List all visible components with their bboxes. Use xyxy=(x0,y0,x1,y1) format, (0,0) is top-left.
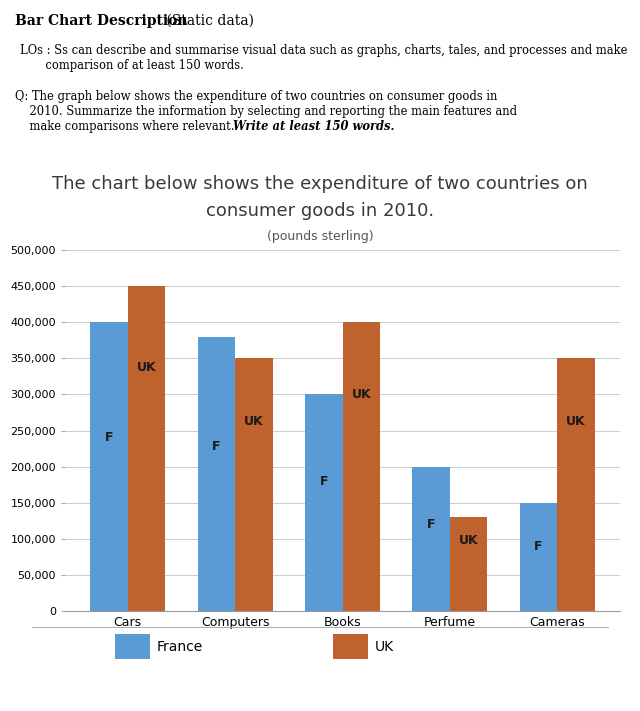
Text: UK: UK xyxy=(374,640,394,653)
Text: 2010. Summarize the information by selecting and reporting the main features and: 2010. Summarize the information by selec… xyxy=(15,105,517,118)
Text: (Static data): (Static data) xyxy=(162,14,254,28)
Bar xyxy=(450,517,488,611)
Text: (pounds sterling): (pounds sterling) xyxy=(267,230,373,243)
Text: LOs : Ss can describe and summarise visual data such as graphs, charts, tales, a: LOs : Ss can describe and summarise visu… xyxy=(20,44,627,57)
Text: F: F xyxy=(319,474,328,488)
Bar xyxy=(90,322,128,611)
Text: France: France xyxy=(157,640,203,653)
Text: F: F xyxy=(534,540,543,552)
Text: UK: UK xyxy=(244,415,264,428)
Text: Write at least 150 words.: Write at least 150 words. xyxy=(229,120,395,133)
Text: F: F xyxy=(427,518,435,531)
Bar xyxy=(520,503,557,611)
Bar xyxy=(235,358,273,611)
Text: UK: UK xyxy=(351,388,371,401)
Bar xyxy=(412,466,450,611)
Text: Q: The graph below shows the expenditure of two countries on consumer goods in: Q: The graph below shows the expenditure… xyxy=(15,90,497,103)
Text: consumer goods in 2010.: consumer goods in 2010. xyxy=(206,202,434,220)
Bar xyxy=(198,336,235,611)
Bar xyxy=(557,358,595,611)
Text: UK: UK xyxy=(137,360,156,374)
Text: F: F xyxy=(212,440,221,453)
Text: The chart below shows the expenditure of two countries on: The chart below shows the expenditure of… xyxy=(52,175,588,193)
Text: F: F xyxy=(105,431,113,444)
Bar xyxy=(342,322,380,611)
Bar xyxy=(128,286,165,611)
Bar xyxy=(305,395,342,611)
Text: UK: UK xyxy=(566,415,586,428)
Text: comparison of at least 150 words.: comparison of at least 150 words. xyxy=(20,59,244,72)
Text: make comparisons where relevant.: make comparisons where relevant. xyxy=(15,120,234,133)
Text: Bar Chart Description: Bar Chart Description xyxy=(15,14,188,28)
Text: UK: UK xyxy=(459,534,479,547)
